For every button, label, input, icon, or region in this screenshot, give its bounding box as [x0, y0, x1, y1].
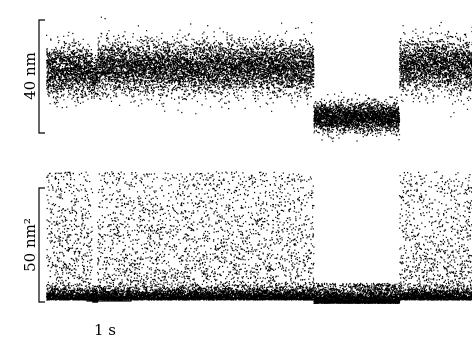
bottom-trace-segment: [46, 171, 94, 301]
bottom-scale-bar: 50 nm²: [21, 187, 45, 303]
bottom-trace-points: [97, 171, 315, 301]
top-trace-points: [92, 54, 99, 99]
time-scale-bar-line: [86, 294, 132, 302]
top-trace-segment: [46, 31, 94, 109]
bottom-scale-label: 50 nm²: [21, 218, 39, 272]
top-trace-segment: [92, 54, 99, 99]
bottom-trace-segment: [97, 171, 315, 301]
top-trace-segment: [97, 16, 315, 115]
top-scale-bar: 40 nm: [21, 19, 45, 134]
bottom-trace-points: [398, 171, 472, 301]
bottom-trace-segment: [92, 285, 99, 303]
time-scale-label: 1 s: [94, 321, 116, 339]
bottom-trace-points: [46, 171, 94, 301]
time-scale-bar: 1 s: [86, 294, 132, 339]
bottom-trace-segment: [313, 282, 401, 304]
bottom-trace-segment: [398, 171, 472, 301]
bottom-trace-points: [92, 285, 99, 303]
top-scale-label: 40 nm: [21, 52, 39, 100]
bottom-trace-points: [313, 282, 401, 304]
bottom-scale-bar-line: [38, 187, 45, 303]
top-trace-points: [46, 31, 94, 109]
top-trace-segment: [398, 21, 472, 118]
top-trace-points: [97, 16, 315, 115]
top-trace-segment: [313, 91, 401, 142]
top-trace-points: [313, 91, 401, 142]
bottom-trace: [46, 171, 472, 304]
top-trace: [46, 16, 472, 142]
top-scale-bar-line: [38, 19, 45, 134]
top-trace-points: [398, 21, 472, 118]
